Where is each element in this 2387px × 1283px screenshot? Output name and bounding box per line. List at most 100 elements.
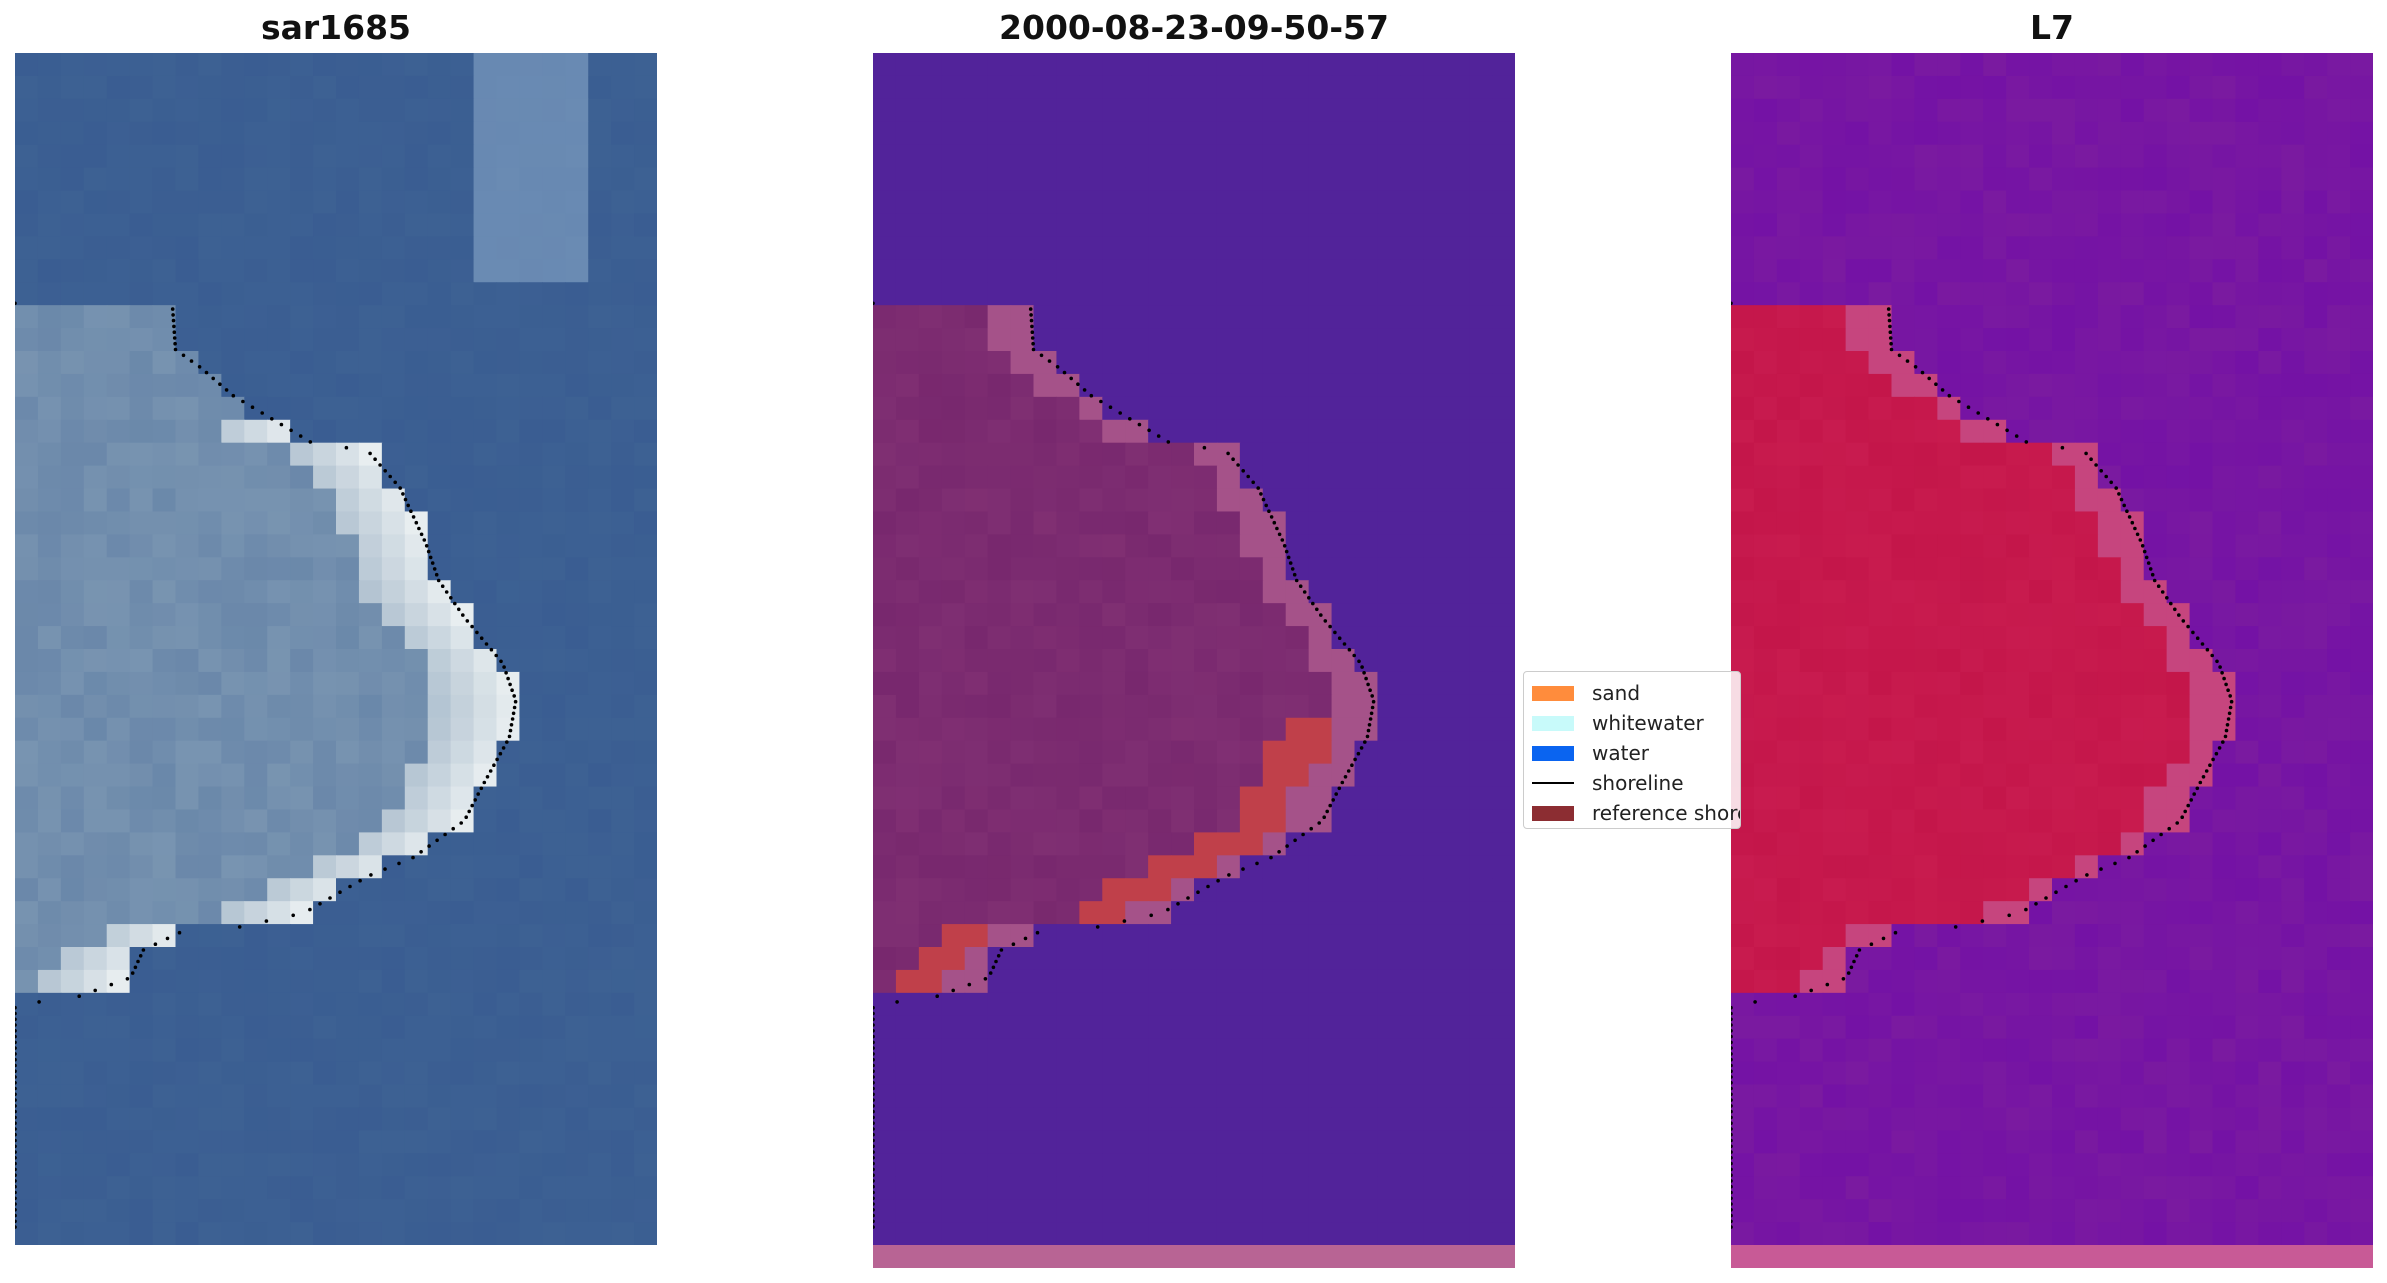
class-pixel bbox=[918, 328, 943, 352]
index-pixel bbox=[1960, 351, 1984, 375]
shoreline-point bbox=[15, 1202, 17, 1206]
index-pixel bbox=[2281, 305, 2305, 329]
image-pixel bbox=[244, 1107, 268, 1131]
class-pixel bbox=[1171, 419, 1195, 444]
image-pixel bbox=[83, 98, 108, 123]
class-pixel bbox=[1216, 1153, 1241, 1177]
image-pixel bbox=[244, 626, 268, 650]
index-pixel bbox=[2097, 488, 2122, 513]
image-pixel bbox=[496, 351, 521, 375]
image-pixel bbox=[106, 740, 131, 765]
index-pixel bbox=[1983, 167, 2007, 192]
image-pixel bbox=[358, 1015, 383, 1040]
image-pixel bbox=[290, 167, 314, 192]
class-pixel bbox=[1079, 671, 1103, 696]
class-pixel bbox=[1262, 1084, 1287, 1109]
class-pixel bbox=[1010, 396, 1035, 421]
image-pixel bbox=[336, 1015, 360, 1040]
index-pixel bbox=[2166, 809, 2191, 833]
index-pixel bbox=[2097, 1061, 2122, 1086]
index-pixel bbox=[2258, 1015, 2282, 1040]
class-pixel bbox=[987, 259, 1012, 283]
index-pixel bbox=[1845, 144, 1870, 169]
index-pixel bbox=[1822, 1107, 1847, 1131]
class-pixel bbox=[918, 855, 943, 879]
class-pixel bbox=[1194, 603, 1218, 627]
index-pixel bbox=[1753, 396, 1778, 421]
class-pixel bbox=[1056, 1222, 1080, 1246]
legend-label-sand: sand bbox=[1592, 681, 1641, 705]
index-pixel bbox=[2052, 259, 2076, 283]
class-pixel bbox=[1446, 236, 1470, 260]
image-pixel bbox=[37, 580, 62, 604]
image-pixel bbox=[427, 98, 452, 123]
class-pixel bbox=[1377, 328, 1401, 352]
class-pixel bbox=[1446, 121, 1470, 146]
class-pixel bbox=[1125, 534, 1149, 558]
image-pixel bbox=[15, 534, 39, 558]
class-pixel bbox=[1377, 442, 1401, 467]
class-pixel bbox=[987, 419, 1012, 444]
index-pixel bbox=[2029, 144, 2053, 169]
index-pixel bbox=[1891, 1061, 1916, 1086]
index-pixel bbox=[2006, 1176, 2030, 1200]
image-pixel bbox=[152, 488, 177, 513]
index-pixel bbox=[1891, 786, 1916, 811]
image-pixel bbox=[221, 236, 245, 260]
index-pixel bbox=[1753, 465, 1778, 490]
index-pixel bbox=[1753, 1176, 1778, 1200]
shoreline-point bbox=[15, 1069, 17, 1073]
shoreline-point bbox=[2217, 746, 2222, 750]
index-pixel bbox=[1776, 1176, 1801, 1200]
shoreline-point bbox=[1309, 826, 1313, 831]
class-pixel bbox=[1423, 282, 1447, 306]
class-pixel bbox=[1216, 1176, 1241, 1200]
class-pixel bbox=[1148, 924, 1172, 948]
image-pixel bbox=[60, 373, 85, 398]
shoreline-point bbox=[2146, 561, 2151, 565]
image-pixel bbox=[336, 1130, 360, 1154]
class-pixel bbox=[1285, 717, 1310, 742]
class-pixel bbox=[1079, 121, 1103, 146]
shoreline-point bbox=[2180, 815, 2184, 819]
image-pixel bbox=[15, 947, 39, 971]
image-pixel bbox=[496, 740, 521, 765]
index-pixel bbox=[1868, 763, 1893, 788]
image-pixel bbox=[198, 947, 222, 971]
image-pixel bbox=[588, 236, 612, 260]
index-pixel bbox=[2212, 121, 2237, 146]
image-pixel bbox=[175, 924, 200, 948]
image-pixel bbox=[634, 1107, 657, 1131]
image-pixel bbox=[37, 901, 62, 925]
index-pixel bbox=[1776, 511, 1801, 535]
image-pixel bbox=[37, 442, 62, 467]
class-pixel bbox=[1377, 603, 1401, 627]
shoreline-point bbox=[2195, 786, 2200, 791]
index-pixel bbox=[2006, 671, 2030, 696]
class-pixel bbox=[1354, 694, 1379, 719]
index-pixel bbox=[1914, 1038, 1938, 1063]
image-pixel bbox=[611, 694, 635, 719]
image-pixel bbox=[198, 259, 222, 283]
image-pixel bbox=[565, 121, 589, 146]
shoreline-point bbox=[467, 809, 472, 814]
class-pixel bbox=[941, 351, 966, 375]
class-pixel bbox=[1492, 671, 1515, 696]
shoreline-point bbox=[2169, 601, 2173, 606]
class-pixel bbox=[1216, 1199, 1241, 1223]
shoreline-point bbox=[457, 607, 461, 612]
index-pixel bbox=[2166, 763, 2191, 788]
shoreline-point bbox=[1147, 428, 1151, 433]
index-pixel bbox=[2120, 121, 2145, 146]
class-pixel bbox=[1492, 557, 1515, 581]
image-pixel bbox=[336, 992, 360, 1017]
index-pixel bbox=[1914, 1015, 1938, 1040]
image-pixel bbox=[565, 1176, 589, 1200]
image-pixel bbox=[634, 282, 657, 306]
image-pixel bbox=[175, 947, 200, 971]
class-pixel bbox=[964, 1176, 989, 1200]
shoreline-point bbox=[1319, 613, 1323, 617]
image-pixel bbox=[244, 1153, 268, 1177]
index-pixel bbox=[1845, 603, 1870, 627]
shoreline-point bbox=[172, 330, 177, 335]
